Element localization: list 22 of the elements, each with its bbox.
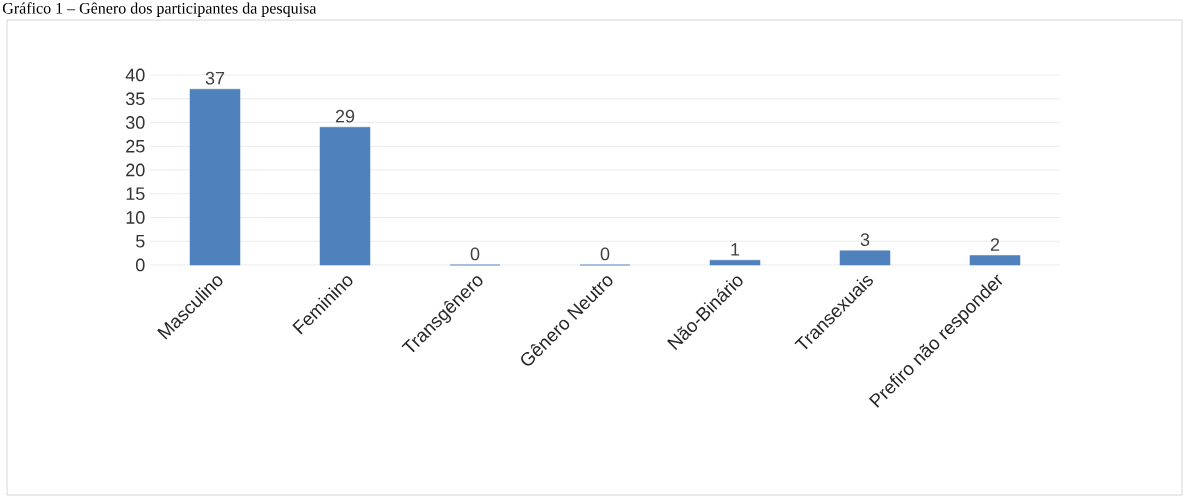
bar	[709, 259, 761, 266]
bar	[189, 88, 241, 266]
y-tick-label: 30	[125, 116, 145, 129]
y-tick-label: 35	[125, 92, 145, 106]
y-tick-label: 40	[125, 68, 145, 82]
data-label: 0	[600, 247, 610, 261]
data-label: 3	[860, 233, 870, 247]
data-label: 0	[470, 247, 480, 261]
y-tick-label: 5	[136, 234, 145, 248]
chart-title: Gráfico 1 – Gênero dos participantes da pesquisa	[2, 2, 317, 17]
y-tick-label: 10	[126, 211, 145, 224]
data-label: 29	[335, 109, 355, 123]
y-tick-label: 15	[126, 187, 145, 201]
bar	[969, 255, 1021, 266]
bar	[319, 126, 371, 266]
y-tick-label: 20	[126, 163, 145, 177]
data-label: 1	[731, 243, 740, 256]
y-tick-label: 0	[136, 258, 145, 272]
data-label: 2	[990, 238, 1000, 251]
data-label: 37	[205, 71, 225, 85]
bar	[839, 250, 891, 266]
y-tick-label: 25	[126, 139, 145, 153]
